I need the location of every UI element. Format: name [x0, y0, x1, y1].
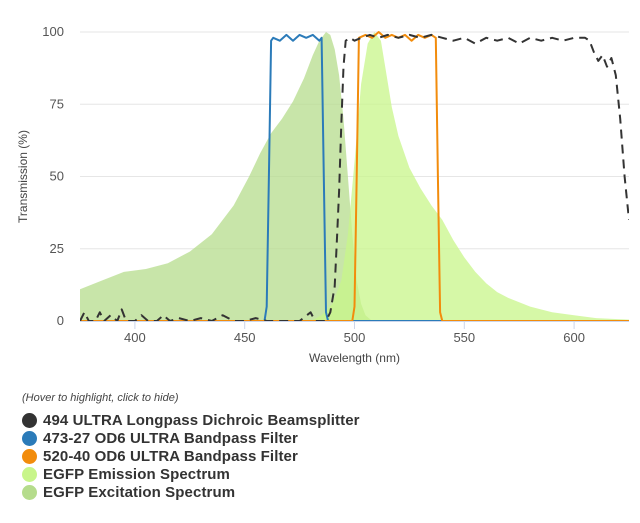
area-egfp-emission-spectrum[interactable] — [310, 32, 629, 321]
series-473-27-od6-ultra-bandpass-filter[interactable] — [80, 33, 629, 321]
legend-item-egfp-emission-spectrum[interactable]: EGFP Emission Spectrum — [22, 465, 360, 483]
x-tick-label: 500 — [344, 330, 366, 345]
y-axis-title: Transmission (%) — [16, 130, 30, 223]
legend-item-egfp-excitation-spectrum[interactable]: EGFP Excitation Spectrum — [22, 483, 360, 501]
legend-swatch — [22, 466, 37, 482]
line-473-27-od6-ultra-bandpass-filter[interactable] — [80, 33, 629, 321]
legend-label: EGFP Excitation Spectrum — [43, 483, 236, 501]
legend-item-520-40-od6-ultra-bandpass-filter[interactable]: 520-40 OD6 ULTRA Bandpass Filter — [22, 447, 360, 465]
legend: (Hover to highlight, click to hide) 494 … — [22, 392, 360, 501]
legend-swatch — [22, 484, 37, 500]
legend-swatch — [22, 412, 37, 428]
y-tick-label: 50 — [50, 169, 64, 184]
legend-hint: (Hover to highlight, click to hide) — [22, 392, 179, 404]
legend-item-494-ultra-longpass-dichroic-beamsplitter[interactable]: 494 ULTRA Longpass Dichroic Beamsplitter — [22, 411, 360, 429]
series-egfp-emission-spectrum[interactable] — [310, 32, 629, 321]
area-egfp-excitation-spectrum[interactable] — [80, 32, 373, 321]
legend-swatch — [22, 430, 37, 446]
y-tick-label: 75 — [50, 96, 64, 111]
legend-label: EGFP Emission Spectrum — [43, 465, 230, 483]
y-tick-label: 0 — [57, 313, 64, 328]
series-egfp-excitation-spectrum[interactable] — [80, 32, 373, 321]
x-tick-label: 400 — [124, 330, 146, 345]
plot-area — [80, 31, 629, 321]
legend-label: 494 ULTRA Longpass Dichroic Beamsplitter — [43, 411, 360, 429]
x-axis-title: Wavelength (nm) — [309, 351, 400, 365]
line-494-ultra-longpass-dichroic-beamsplitter[interactable] — [80, 33, 629, 321]
series-494-ultra-longpass-dichroic-beamsplitter[interactable] — [80, 33, 629, 321]
x-tick-label: 450 — [234, 330, 256, 345]
x-tick-label: 550 — [453, 330, 475, 345]
x-tick-label: 600 — [563, 330, 585, 345]
y-tick-label: 100 — [42, 24, 64, 39]
y-tick-label: 25 — [50, 241, 64, 256]
legend-label: 520-40 OD6 ULTRA Bandpass Filter — [43, 447, 298, 465]
legend-item-473-27-od6-ultra-bandpass-filter[interactable]: 473-27 OD6 ULTRA Bandpass Filter — [22, 429, 360, 447]
axes: 0 25 50 75 100 400 450 500 550 600 — [42, 24, 629, 345]
legend-label: 473-27 OD6 ULTRA Bandpass Filter — [43, 429, 298, 447]
legend-swatch — [22, 448, 37, 464]
legend-items: 494 ULTRA Longpass Dichroic Beamsplitter… — [22, 411, 360, 501]
